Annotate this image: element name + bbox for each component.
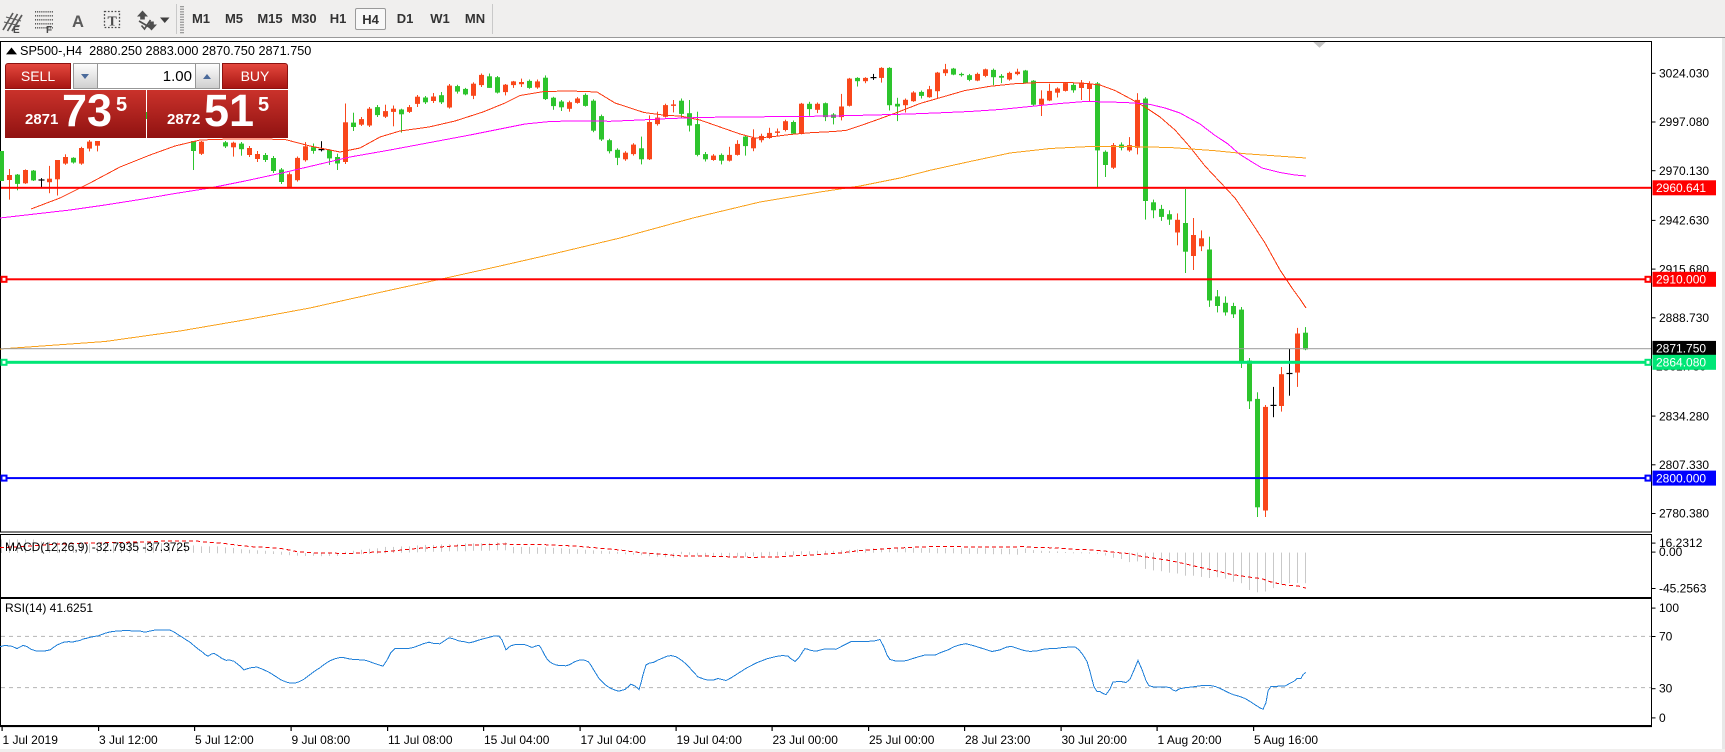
- svg-text:2871.750: 2871.750: [1656, 342, 1706, 356]
- svg-text:2910.000: 2910.000: [1656, 273, 1706, 287]
- svg-text:23 Jul 00:00: 23 Jul 00:00: [773, 733, 839, 747]
- svg-text:A: A: [72, 13, 84, 31]
- svg-text:0: 0: [1659, 711, 1666, 725]
- svg-text:19 Jul 04:00: 19 Jul 04:00: [677, 733, 743, 747]
- svg-text:2960.641: 2960.641: [1656, 181, 1706, 195]
- svg-text:30: 30: [1659, 682, 1673, 696]
- svg-text:2970.130: 2970.130: [1659, 164, 1709, 178]
- svg-text:5 Jul 12:00: 5 Jul 12:00: [195, 733, 254, 747]
- svg-text:5 Aug 16:00: 5 Aug 16:00: [1254, 733, 1318, 747]
- svg-text:2942.630: 2942.630: [1659, 214, 1709, 228]
- svg-text:-45.2563: -45.2563: [1659, 582, 1707, 596]
- svg-text:1 Aug 20:00: 1 Aug 20:00: [1158, 733, 1222, 747]
- svg-text:2807.330: 2807.330: [1659, 458, 1709, 472]
- svg-text:9 Jul 08:00: 9 Jul 08:00: [292, 733, 351, 747]
- svg-text:2780.380: 2780.380: [1659, 507, 1709, 521]
- svg-text:17 Jul 04:00: 17 Jul 04:00: [581, 733, 647, 747]
- svg-text:2834.280: 2834.280: [1659, 409, 1709, 423]
- svg-text:F: F: [46, 25, 52, 36]
- svg-text:30 Jul 20:00: 30 Jul 20:00: [1062, 733, 1128, 747]
- svg-text:2888.730: 2888.730: [1659, 311, 1709, 325]
- svg-text:70: 70: [1659, 630, 1673, 644]
- svg-text:2800.000: 2800.000: [1656, 471, 1706, 485]
- svg-text:3 Jul 12:00: 3 Jul 12:00: [99, 733, 158, 747]
- svg-text:3024.030: 3024.030: [1659, 67, 1709, 81]
- svg-text:SP500-,H4 2880.250 2883.000 2: SP500-,H4 2880.250 2883.000 2870.750 287…: [20, 44, 311, 58]
- svg-text:E: E: [13, 25, 20, 36]
- svg-text:1 Jul 2019: 1 Jul 2019: [3, 733, 59, 747]
- svg-text:MACD(12,26,9) -32.7935 -37.372: MACD(12,26,9) -32.7935 -37.3725: [5, 540, 190, 554]
- svg-text:11 Jul 08:00: 11 Jul 08:00: [388, 733, 453, 747]
- svg-text:RSI(14) 41.6251: RSI(14) 41.6251: [5, 601, 93, 615]
- svg-text:100: 100: [1659, 601, 1679, 615]
- svg-text:15 Jul 04:00: 15 Jul 04:00: [484, 733, 550, 747]
- svg-text:2864.080: 2864.080: [1656, 356, 1706, 370]
- svg-text:0.00: 0.00: [1659, 545, 1683, 559]
- svg-text:28 Jul 23:00: 28 Jul 23:00: [965, 733, 1031, 747]
- svg-text:16.2312: 16.2312: [1659, 536, 1703, 550]
- svg-text:T: T: [108, 15, 118, 30]
- svg-text:2997.080: 2997.080: [1659, 115, 1709, 129]
- svg-text:25 Jul 00:00: 25 Jul 00:00: [869, 733, 935, 747]
